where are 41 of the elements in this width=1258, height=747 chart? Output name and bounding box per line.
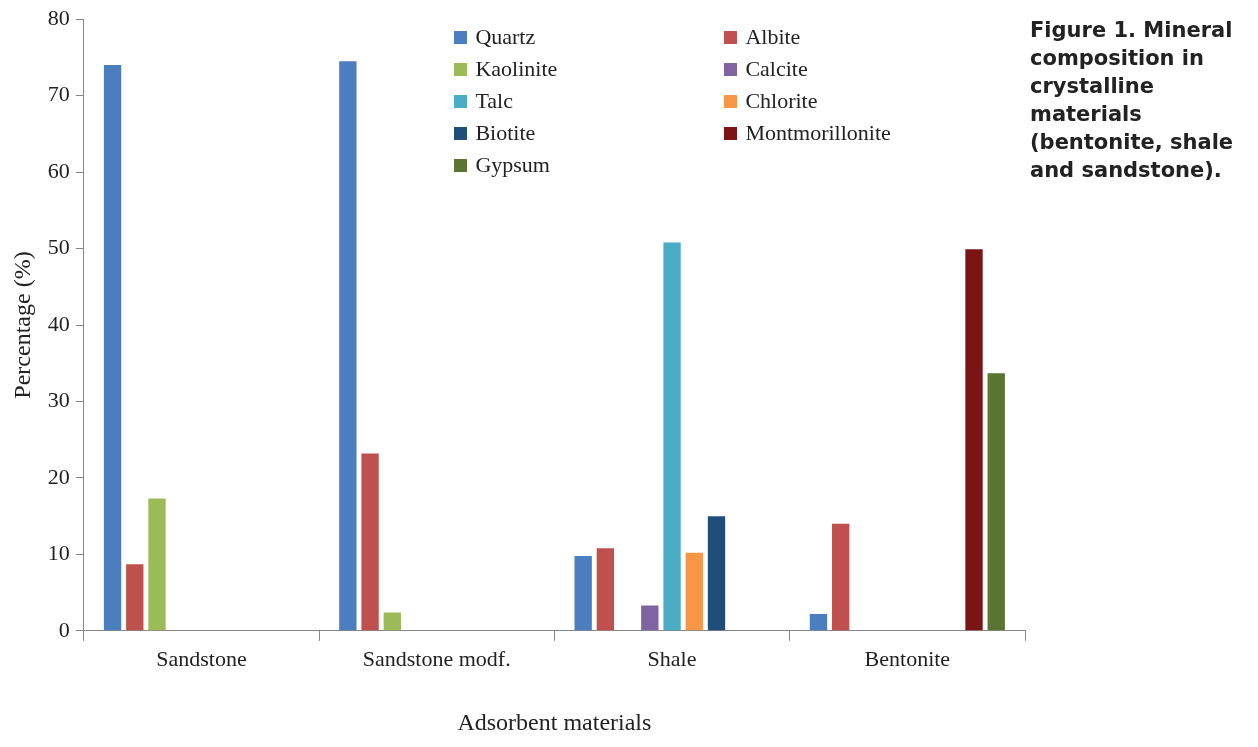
legend-label: Kaolinite <box>475 56 558 83</box>
bar <box>965 249 983 631</box>
bar <box>574 555 592 631</box>
bar <box>809 613 828 631</box>
bar <box>596 548 615 631</box>
bar <box>641 605 659 631</box>
y-tick-label: 0 <box>58 616 70 642</box>
x-axis-title: Adsorbent materials <box>457 708 652 735</box>
x-tick-label: Sandstone modf. <box>362 645 511 671</box>
x-tick-label: Bentonite <box>864 645 951 671</box>
bar <box>987 373 1005 631</box>
bar <box>383 612 401 631</box>
x-tick-label: Shale <box>647 645 697 671</box>
y-tick-label: 30 <box>47 387 70 413</box>
legend-label: Chlorite <box>745 88 818 115</box>
bar <box>339 61 357 631</box>
bar <box>148 498 166 631</box>
y-tick-label: 70 <box>47 81 70 107</box>
y-tick-label: 20 <box>47 463 70 489</box>
bar <box>126 564 144 631</box>
legend-label: Quartz <box>475 24 536 51</box>
y-axis-title: Percentage (%) <box>8 251 35 399</box>
y-tick-label: 10 <box>47 540 70 566</box>
legend-label: Albite <box>745 24 801 51</box>
y-tick-label: 40 <box>47 310 70 336</box>
text: Figure 1. Mineral composition in crystalline materials (bentonite, shale and sandstone). <box>1030 17 1235 184</box>
bar <box>685 552 703 631</box>
legend-label: Calcite <box>745 56 808 83</box>
y-tick-label: 60 <box>47 157 70 183</box>
x-tick-label: Sandstone <box>156 645 247 671</box>
bar <box>707 516 726 631</box>
legend-label: Gypsum <box>475 152 550 179</box>
bar <box>832 523 850 631</box>
legend-label: Montmorillonite <box>745 120 891 147</box>
legend-label: Talc <box>475 88 513 115</box>
bar <box>663 242 681 631</box>
bar <box>103 65 122 631</box>
y-tick-label: 80 <box>47 4 70 30</box>
legend-label: Biotite <box>475 120 536 147</box>
bar <box>361 453 379 631</box>
y-tick-label: 50 <box>47 234 70 260</box>
